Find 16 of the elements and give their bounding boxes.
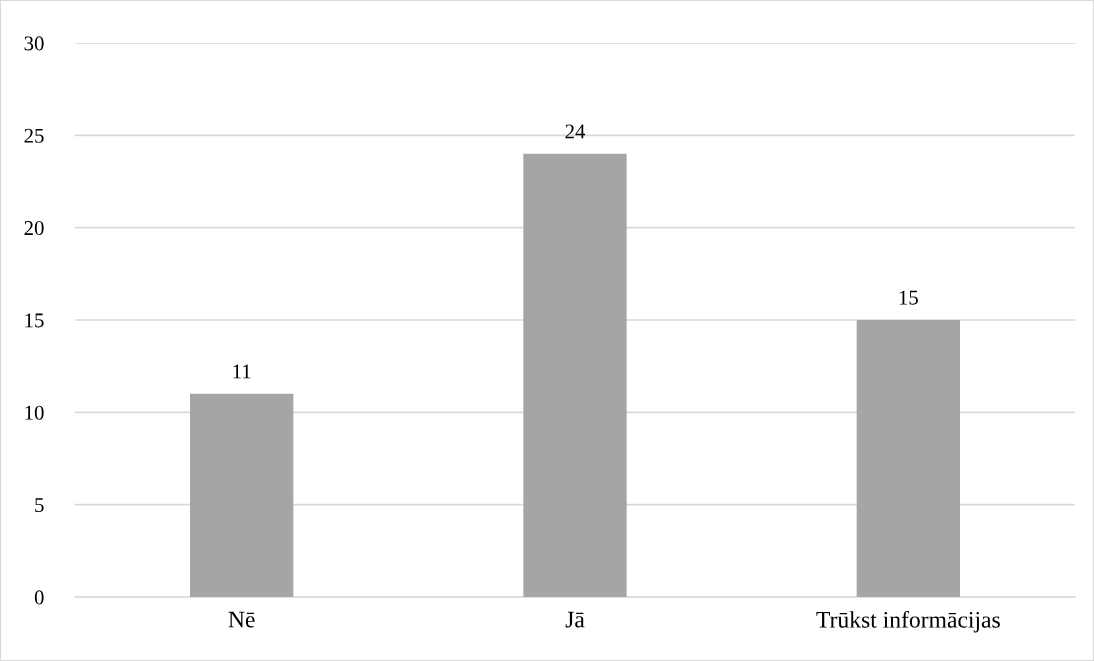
y-tick-label: 5: [35, 498, 44, 513]
x-tick-label: Jā: [565, 611, 585, 628]
bar: [190, 393, 294, 597]
x-tick-label: Trūkst informācijas: [816, 610, 1000, 633]
data-label: 24: [565, 124, 586, 139]
data-label: 11: [233, 364, 251, 379]
bar: [523, 153, 627, 597]
data-label: 15: [899, 290, 918, 305]
y-tick-label: 20: [24, 221, 44, 236]
y-tick-label: 15: [25, 313, 44, 328]
y-tick-label: 25: [24, 128, 44, 143]
y-tick-label: 0: [34, 590, 44, 605]
x-tick-label: Nē: [228, 611, 255, 628]
y-tick-label: 30: [24, 36, 44, 51]
y-tick-label: 10: [25, 405, 44, 420]
bar: [856, 320, 960, 597]
